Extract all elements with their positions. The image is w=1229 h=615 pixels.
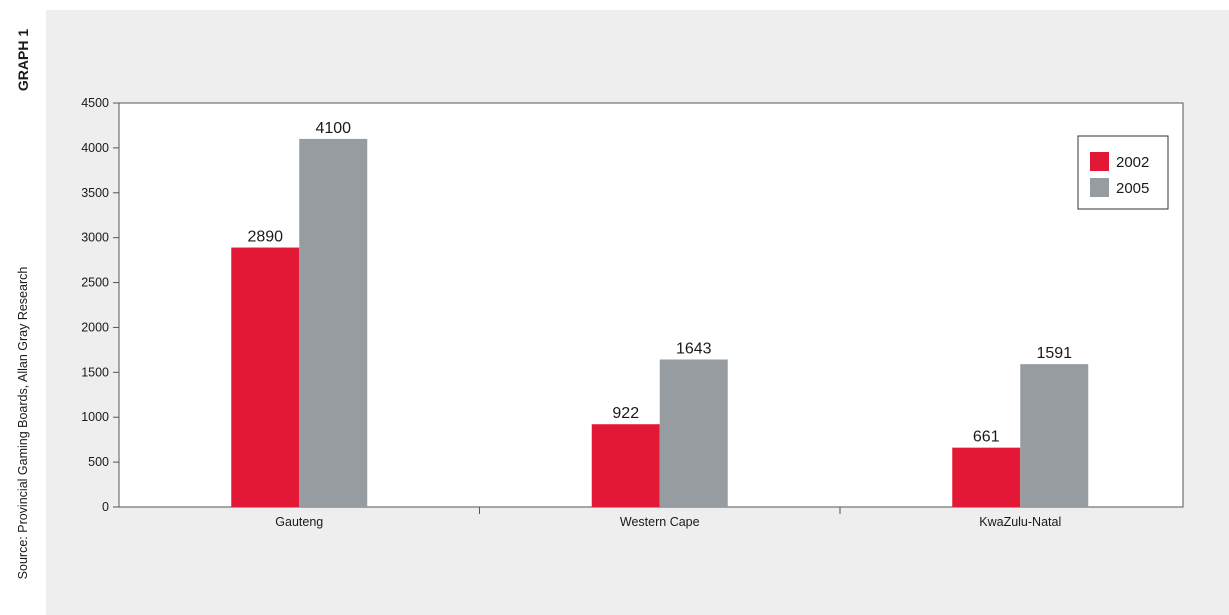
y-tick-label: 4000	[81, 141, 109, 155]
y-tick-label: 3000	[81, 231, 109, 245]
bar-2002-kwazulu-natal	[952, 447, 1021, 507]
data-label: 661	[973, 429, 1000, 446]
legend-label-2005: 2005	[1116, 180, 1149, 197]
legend-swatch-2005	[1090, 178, 1109, 197]
data-label: 1591	[1036, 345, 1072, 362]
data-label: 2890	[247, 229, 283, 246]
y-tick-label: 4500	[81, 96, 109, 110]
y-tick-label: 3500	[81, 186, 109, 200]
y-tick-label: 2500	[81, 276, 109, 290]
x-category-label: KwaZulu-Natal	[979, 515, 1061, 529]
bar-2002-gauteng	[231, 247, 300, 507]
data-label: 1643	[676, 340, 712, 357]
y-tick-label: 1500	[81, 365, 109, 379]
bar-2002-western-cape	[591, 424, 660, 507]
side-margin: GRAPH 1 Source: Provincial Gaming Boards…	[0, 0, 46, 615]
y-tick-label: 2000	[81, 320, 109, 334]
y-tick-label: 500	[88, 455, 109, 469]
y-tick-label: 1000	[81, 410, 109, 424]
bar-2005-gauteng	[299, 138, 368, 507]
legend-box	[1077, 135, 1169, 210]
legend-swatch-2002	[1090, 152, 1109, 171]
data-label: 4100	[315, 120, 351, 137]
x-category-label: Western Cape	[620, 515, 700, 529]
bar-2005-kwazulu-natal	[1020, 364, 1089, 507]
x-category-label: Gauteng	[275, 515, 323, 529]
y-tick-label: 0	[102, 500, 109, 514]
legend-label-2002: 2002	[1116, 154, 1149, 171]
data-label: 922	[612, 405, 639, 422]
bar-2005-western-cape	[659, 359, 728, 507]
